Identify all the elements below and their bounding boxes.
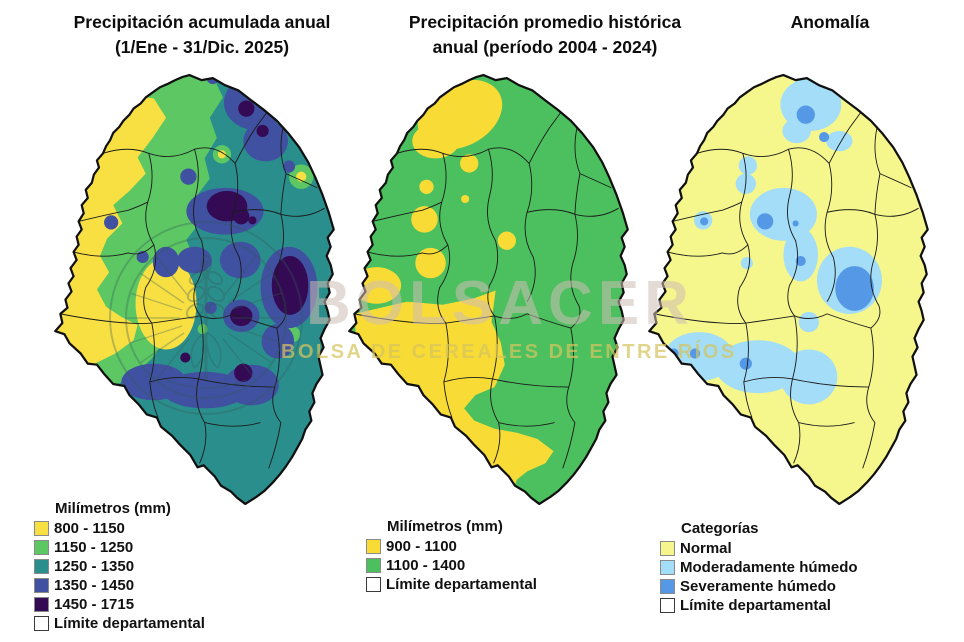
title-line1: Anomalía <box>790 12 870 32</box>
legend-label: 1350 - 1450 <box>54 576 135 594</box>
legend-label: Moderadamente húmedo <box>680 558 858 576</box>
legend-swatch <box>366 538 381 554</box>
choropleth-fills <box>55 75 334 504</box>
legend-swatch <box>34 577 49 593</box>
title-line1: Precipitación acumulada anual <box>73 12 331 32</box>
province-outline <box>54 73 335 506</box>
legend-swatch <box>366 557 381 573</box>
legend-item: Moderadamente húmedo <box>660 558 858 576</box>
legend-title: Milímetros (mm) <box>55 500 171 517</box>
legend-label: 1100 - 1400 <box>386 556 466 574</box>
legend-swatch <box>660 559 675 575</box>
choropleth-fills <box>649 75 928 504</box>
legend-item: 1450 - 1715 <box>34 595 205 613</box>
legend-label: 900 - 1100 <box>386 537 457 555</box>
legend-item: 800 - 1150 <box>34 519 205 537</box>
legend-swatch <box>34 520 49 536</box>
legend-item: Límite departamental <box>366 575 537 593</box>
legend-item: Normal <box>660 539 858 557</box>
legend-item: Severamente húmedo <box>660 577 858 595</box>
province-outline <box>648 73 929 506</box>
legend-historical: Milímetros (mm) 900 - 1100 1100 - 1400 L… <box>366 518 537 594</box>
legend-swatch-limite <box>660 597 675 613</box>
legend-item: 900 - 1100 <box>366 537 537 555</box>
legend-swatch <box>660 578 675 594</box>
legend-label: Límite departamental <box>54 614 205 632</box>
legend-item: 1100 - 1400 <box>366 556 537 574</box>
legend-swatch-limite <box>34 615 49 631</box>
legend-anomaly: Categorías Normal Moderadamente húmedo S… <box>660 520 858 615</box>
title-line2: (1/Ene - 31/Dic. 2025) <box>114 37 290 57</box>
map-anomalia <box>648 73 929 506</box>
panel-title-accumulated: Precipitación acumulada anual (1/Ene - 3… <box>28 10 376 60</box>
title-line1: Precipitación promedio histórica <box>408 12 682 32</box>
province-outline <box>348 73 629 506</box>
legend-label: Límite departamental <box>386 575 537 593</box>
map-precipitacion-historica <box>348 73 629 506</box>
legend-label: 800 - 1150 <box>54 519 125 537</box>
legend-label: Límite departamental <box>680 596 831 614</box>
legend-swatch <box>34 596 49 612</box>
legend-swatch-limite <box>366 576 381 592</box>
legend-title: Categorías <box>681 520 759 537</box>
legend-item: Límite departamental <box>660 596 858 614</box>
department-boundaries <box>354 112 619 469</box>
legend-title: Milímetros (mm) <box>387 518 503 535</box>
map-precipitacion-acumulada <box>54 73 335 506</box>
legend-label: Severamente húmedo <box>680 577 836 595</box>
legend-swatch <box>34 558 49 574</box>
legend-label: 1450 - 1715 <box>54 595 135 613</box>
legend-item: Límite departamental <box>34 614 205 632</box>
legend-swatch <box>660 540 675 556</box>
choropleth-fills <box>349 75 628 504</box>
legend-item: 1150 - 1250 <box>34 538 205 556</box>
legend-swatch <box>34 539 49 555</box>
legend-accumulated: Milímetros (mm) 800 - 1150 1150 - 1250 1… <box>34 500 205 633</box>
department-boundaries <box>654 112 919 469</box>
department-boundaries <box>60 112 325 469</box>
legend-label: 1250 - 1350 <box>54 557 135 575</box>
legend-label: 1150 - 1250 <box>54 538 134 556</box>
panel-title-historical: Precipitación promedio histórica anual (… <box>372 10 718 60</box>
legend-item: 1250 - 1350 <box>34 557 205 575</box>
panel-title-anomaly: Anomalía <box>728 10 932 35</box>
legend-label: Normal <box>680 539 732 557</box>
title-line2: anual (período 2004 - 2024) <box>432 37 658 57</box>
legend-item: 1350 - 1450 <box>34 576 205 594</box>
